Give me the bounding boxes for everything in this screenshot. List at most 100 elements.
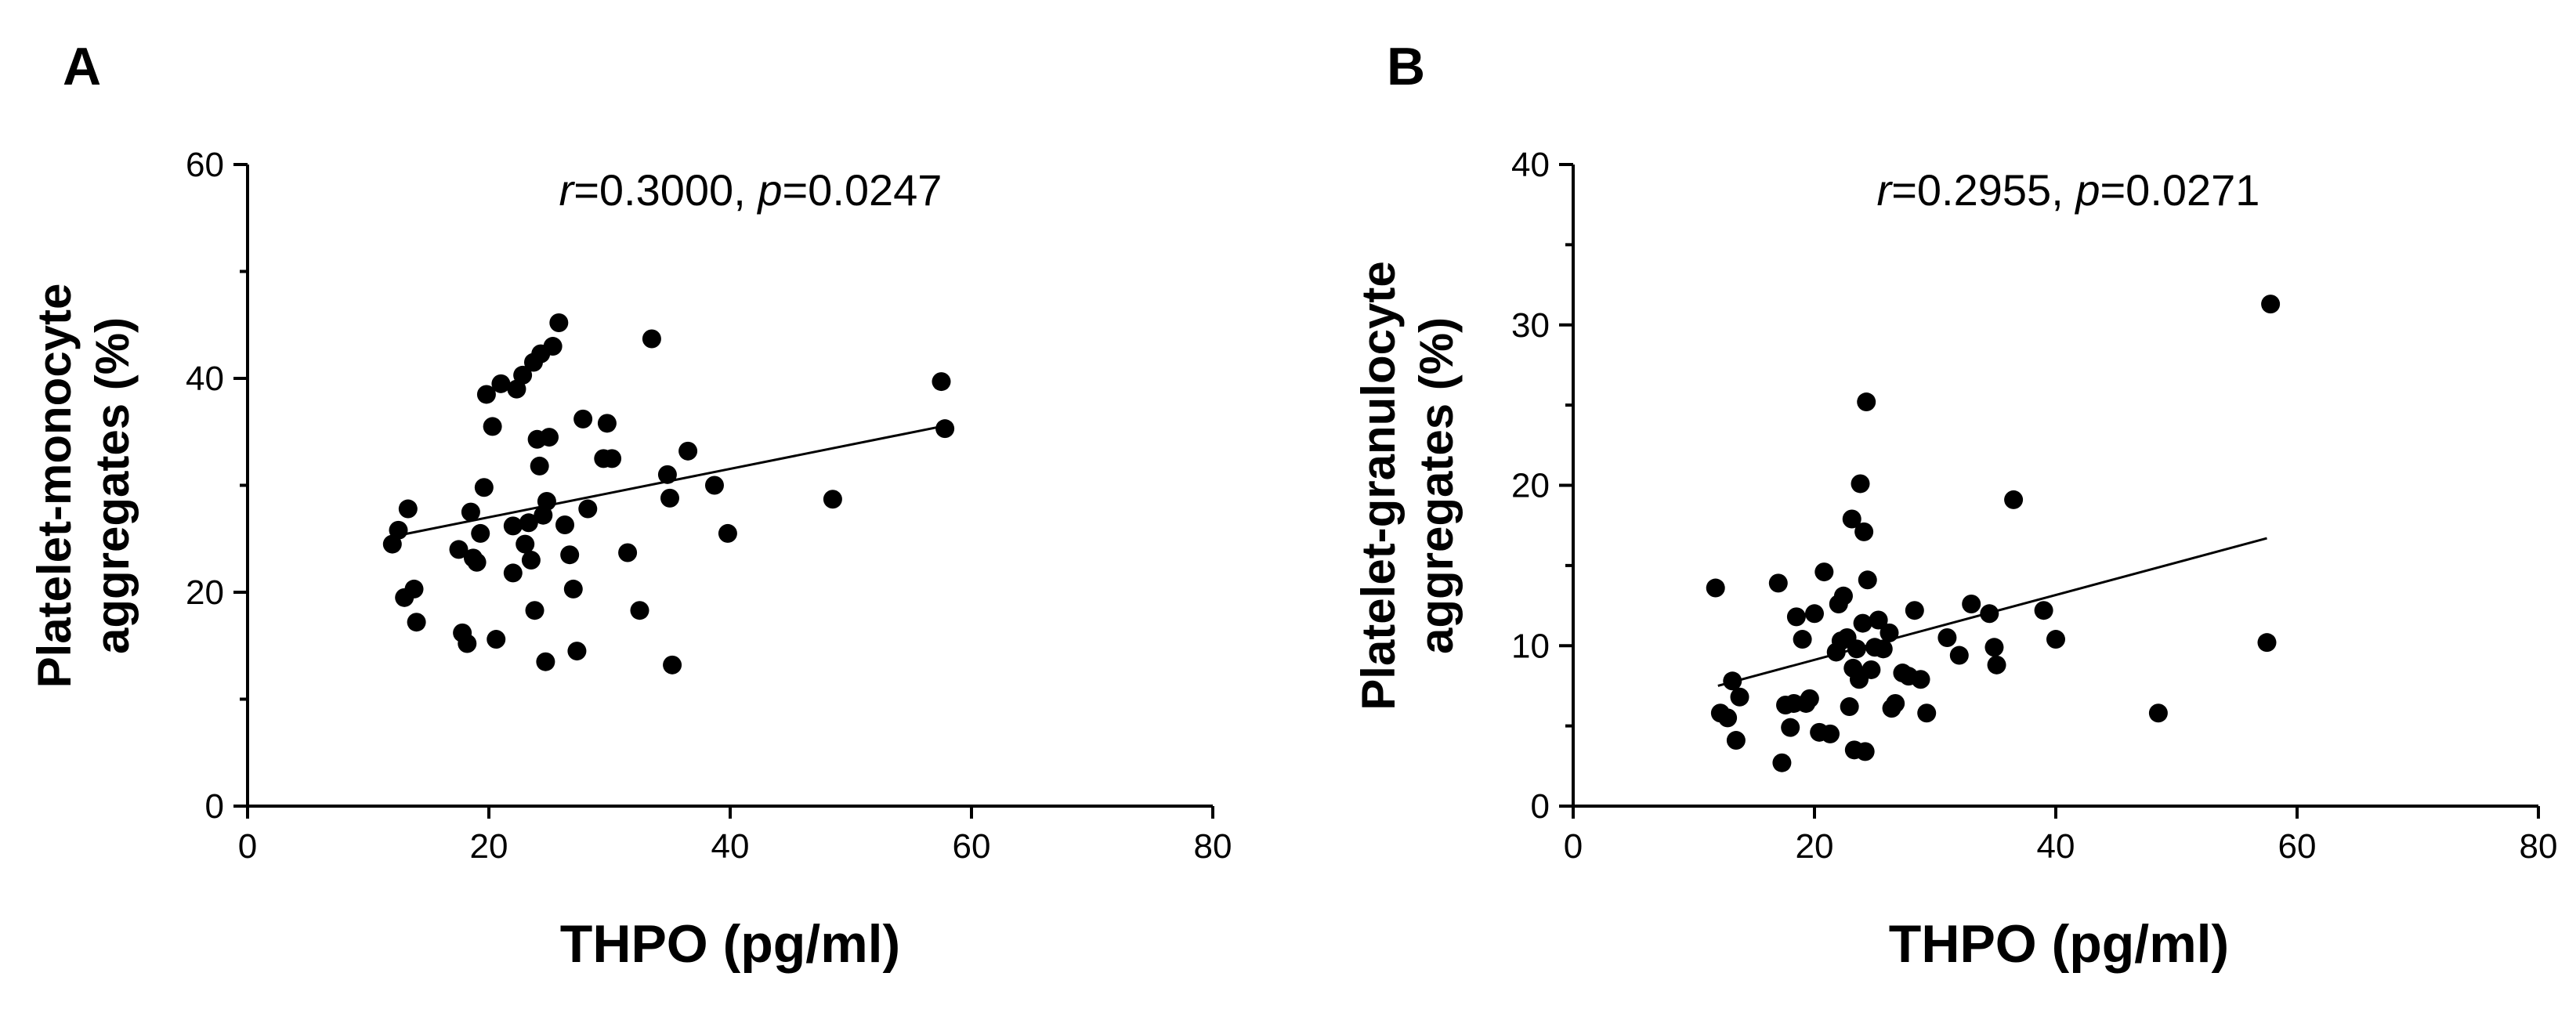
panel-b-stats-annotation: r=0.2955, p=0.0271 [1877, 165, 2260, 215]
panel-b-data-point [1833, 586, 1853, 606]
panel-a-data-point [543, 337, 563, 356]
panel-a-data-point [458, 634, 477, 653]
panel-a-data-point [578, 499, 598, 519]
panel-a-data-point [663, 655, 682, 674]
panel-b-letter: B [1387, 37, 1425, 96]
panel-a-data-point [660, 488, 679, 508]
panel-a-data-point [471, 523, 490, 543]
panel-b-x-tick-label: 40 [2037, 827, 2075, 866]
panel-b-data-point [1726, 731, 1746, 750]
panel-b-y-tick-label: 0 [1531, 787, 1550, 826]
panel-a-x-tick-label: 20 [470, 827, 508, 866]
panel-a-data-point [530, 456, 549, 476]
panel-a-data-point [602, 449, 622, 468]
panel-a-y-title-line1: Platelet-monocyte [28, 284, 81, 689]
panel-a-x-ticks: 0 20 40 60 80 [238, 806, 1232, 866]
panel-a-data-point [503, 563, 523, 583]
panel-a-data-point [630, 601, 649, 620]
panel-b-data-point [1917, 703, 1937, 723]
panel-a-data-point [823, 490, 842, 509]
panel-a-p-label: p [756, 165, 782, 215]
panel-a-x-tick-label: 40 [711, 827, 750, 866]
panel-a: A r=0.3000, p=0.0247 Platelet-monocyte a… [28, 37, 1232, 974]
panel-a-data-point [407, 613, 426, 632]
panel-b-data-point [2004, 490, 2024, 509]
panel-b-data-point [1962, 595, 1981, 614]
panel-b-data-point [1842, 509, 1861, 529]
panel-b-data-point [1814, 562, 1834, 582]
panel-a-points [382, 313, 955, 674]
panel-b-data-point [1880, 623, 1899, 642]
panel-a-data-point [519, 513, 538, 533]
panel-b: B r=0.2955, p=0.0271 Platelet-granulocyt… [1352, 37, 2557, 974]
panel-a-data-point [704, 476, 724, 495]
panel-a-x-tick-label: 60 [953, 827, 991, 866]
panel-b-r-value: =0.2955, [1891, 165, 2075, 215]
panel-a-data-point [483, 417, 502, 436]
panel-b-data-point [1840, 697, 1859, 717]
panel-b-data-point [1869, 610, 1888, 630]
panel-a-data-point [537, 491, 556, 511]
panel-b-y-title-line1: Platelet-granulocyte [1352, 261, 1405, 711]
panel-b-y-ticks: 0 10 20 30 40 [1511, 146, 1573, 826]
panel-a-data-point [536, 652, 555, 671]
panel-b-data-point [1793, 630, 1812, 649]
panel-b-p-value: =0.0271 [2100, 165, 2259, 215]
panel-a-x-tick-label: 0 [238, 827, 257, 866]
panel-b-data-point [1772, 753, 1792, 772]
panel-b-y-tick-label: 30 [1511, 306, 1550, 345]
panel-b-y-title-line2: aggregates (%) [1410, 317, 1463, 654]
panel-a-data-point [487, 630, 506, 649]
panel-a-data-point [567, 642, 587, 661]
panel-a-letter: A [63, 37, 101, 96]
panel-a-data-point [449, 540, 469, 559]
panel-a-data-point [398, 499, 418, 519]
panel-b-data-point [1857, 392, 1876, 412]
panel-a-data-point [474, 478, 494, 497]
panel-a-data-point [618, 543, 638, 562]
panel-b-data-point [2148, 703, 2168, 723]
panel-a-y-tick-label: 20 [186, 573, 224, 612]
panel-b-data-point [1905, 601, 1924, 620]
panel-a-data-point [935, 419, 955, 439]
panel-a-y-tick-label: 40 [186, 360, 224, 398]
panel-b-data-point [1723, 671, 1742, 691]
panel-b-data-point [1855, 742, 1875, 761]
panel-b-data-point [1980, 604, 1999, 624]
panel-b-x-tick-label: 80 [2520, 827, 2558, 866]
panel-b-points [1706, 295, 2281, 772]
panel-a-data-point [642, 329, 661, 349]
panel-b-x-tick-label: 20 [1796, 827, 1834, 866]
panel-a-data-point [540, 428, 559, 447]
panel-a-stats-annotation: r=0.3000, p=0.0247 [559, 165, 942, 215]
panel-b-x-ticks: 0 20 40 60 80 [1564, 806, 2558, 866]
panel-a-data-point [560, 545, 580, 565]
panel-b-p-label: p [2074, 165, 2100, 215]
panel-b-x-title: THPO (pg/ml) [1889, 914, 2229, 974]
panel-b-data-point [1821, 724, 1840, 743]
panel-b-data-point [1949, 646, 1969, 665]
panel-a-data-point [932, 372, 951, 392]
panel-b-y-tick-label: 10 [1511, 627, 1550, 665]
panel-a-x-tick-label: 80 [1194, 827, 1232, 866]
panel-b-data-point [1911, 670, 1930, 689]
panel-a-data-point [573, 409, 593, 429]
panel-b-data-point [1937, 628, 1957, 648]
panel-a-data-point [404, 579, 424, 599]
panel-a-data-point [563, 579, 583, 599]
panel-a-data-point [549, 313, 569, 333]
panel-b-data-point [1987, 655, 2006, 674]
panel-a-y-tick-label: 0 [205, 787, 224, 826]
panel-a-y-tick-label: 60 [186, 146, 224, 184]
panel-a-data-point [516, 534, 535, 554]
panel-b-data-point [1853, 613, 1872, 633]
panel-b-data-point [1886, 693, 1905, 713]
panel-b-data-point [1706, 578, 1725, 598]
panel-b-data-point [1861, 660, 1881, 679]
panel-a-data-point [718, 523, 737, 543]
panel-b-data-point [2046, 630, 2065, 649]
panel-b-data-point [2257, 633, 2277, 653]
panel-b-data-point [1873, 639, 1893, 659]
panel-a-data-point [389, 520, 408, 540]
